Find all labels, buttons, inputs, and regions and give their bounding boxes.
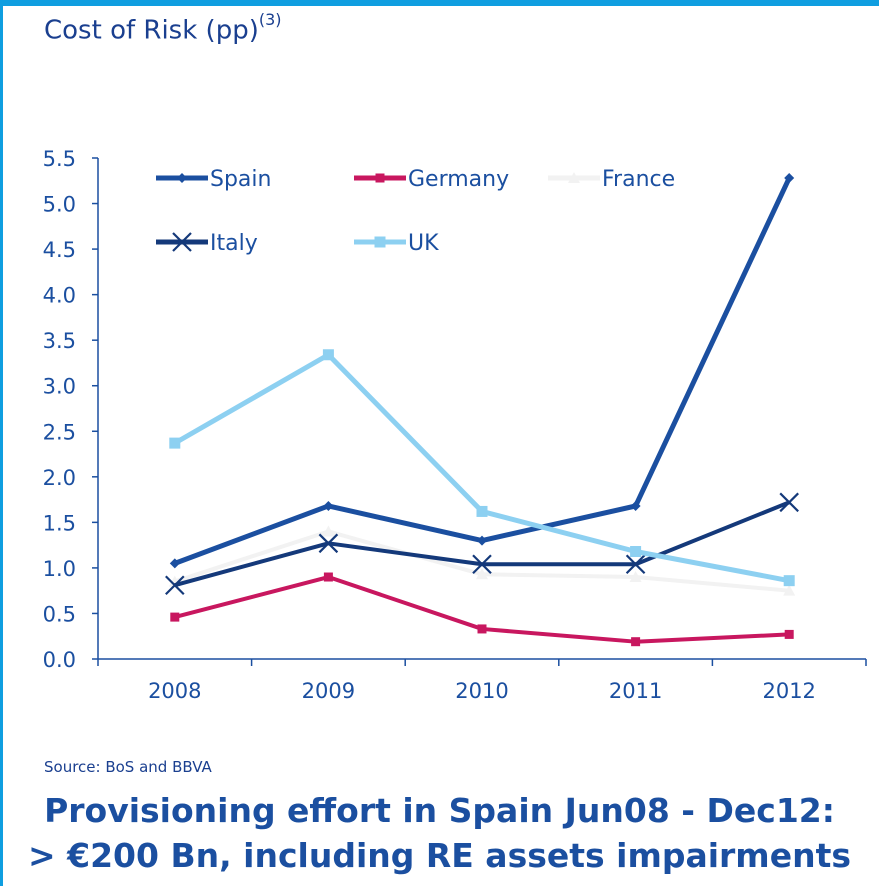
source-note: Source: BoS and BBVA — [44, 758, 212, 776]
y-tick-label: 5.0 — [43, 193, 76, 217]
data-point-germany — [170, 612, 180, 622]
data-point-spain — [169, 558, 180, 569]
legend-marker-uk — [374, 236, 386, 248]
legend-marker-spain — [177, 173, 187, 183]
y-tick-label: 5.5 — [43, 147, 76, 171]
chart-title: Cost of Risk (pp)(3) — [44, 10, 282, 46]
legend-label-uk: UK — [408, 231, 439, 256]
left-accent-bar — [0, 0, 3, 886]
y-tick-label: 0.0 — [43, 648, 76, 672]
data-point-uk — [476, 505, 488, 517]
data-point-france — [629, 571, 642, 583]
data-point-germany — [477, 624, 487, 634]
data-point-uk — [630, 546, 642, 558]
x-tick-label: 2012 — [762, 679, 815, 703]
chart-title-footnote: (3) — [258, 10, 282, 29]
legend-marker-germany — [375, 173, 385, 183]
data-point-italy — [318, 533, 339, 554]
legend-label-spain: Spain — [210, 167, 271, 192]
data-point-germany — [631, 637, 641, 647]
legend-marker-italy — [172, 232, 192, 252]
data-point-germany — [323, 572, 333, 582]
y-tick-label: 4.5 — [43, 238, 76, 262]
data-point-italy — [165, 575, 185, 595]
data-point-france — [322, 525, 335, 537]
data-point-spain — [630, 500, 641, 511]
y-tick-label: 4.0 — [43, 284, 76, 308]
y-tick-label: 3.5 — [43, 329, 76, 353]
data-point-germany — [784, 629, 794, 639]
x-tick-label: 2010 — [455, 679, 508, 703]
headline-line-1: Provisioning effort in Spain Jun08 - Dec… — [44, 791, 835, 830]
data-point-france — [476, 568, 488, 580]
data-point-uk — [783, 575, 795, 587]
data-point-spain — [323, 500, 334, 511]
legend-label-italy: Italy — [210, 231, 258, 256]
y-tick-label: 1.0 — [43, 557, 76, 581]
series-line-uk — [173, 352, 790, 584]
data-point-italy — [625, 554, 646, 575]
data-point-italy — [779, 492, 799, 513]
line-chart: 0.0 0.5 1.0 1.5 2.0 2.5 3.0 3.5 4.0 4.5 5.0 5.5 2008… — [43, 147, 867, 703]
top-accent-bar — [0, 0, 879, 6]
x-tick-label: 2008 — [148, 679, 201, 703]
data-point-uk — [322, 349, 334, 361]
headline-line-2: > €200 Bn, including RE assets impairmen… — [28, 836, 851, 875]
y-tick-label: 0.5 — [43, 602, 76, 626]
series-line-spain — [173, 176, 792, 566]
y-tick-label: 3.0 — [43, 375, 76, 399]
legend-label-france: France — [602, 167, 675, 192]
y-tick-label: 1.5 — [43, 511, 76, 535]
y-tick-label: 2.0 — [43, 466, 76, 490]
y-tick-label: 2.5 — [43, 420, 76, 444]
chart-title-text: Cost of Risk (pp) — [44, 15, 259, 46]
x-tick-label: 2011 — [609, 679, 662, 703]
x-tick-label: 2009 — [302, 679, 355, 703]
data-point-spain — [784, 173, 795, 184]
legend-label-germany: Germany — [408, 167, 509, 192]
legend-marker-france — [568, 172, 580, 183]
data-point-france — [783, 584, 796, 596]
headline: Provisioning effort in Spain Jun08 - Dec… — [0, 788, 879, 878]
data-point-uk — [169, 437, 181, 449]
data-point-italy — [472, 554, 492, 575]
data-point-spain — [477, 535, 487, 546]
